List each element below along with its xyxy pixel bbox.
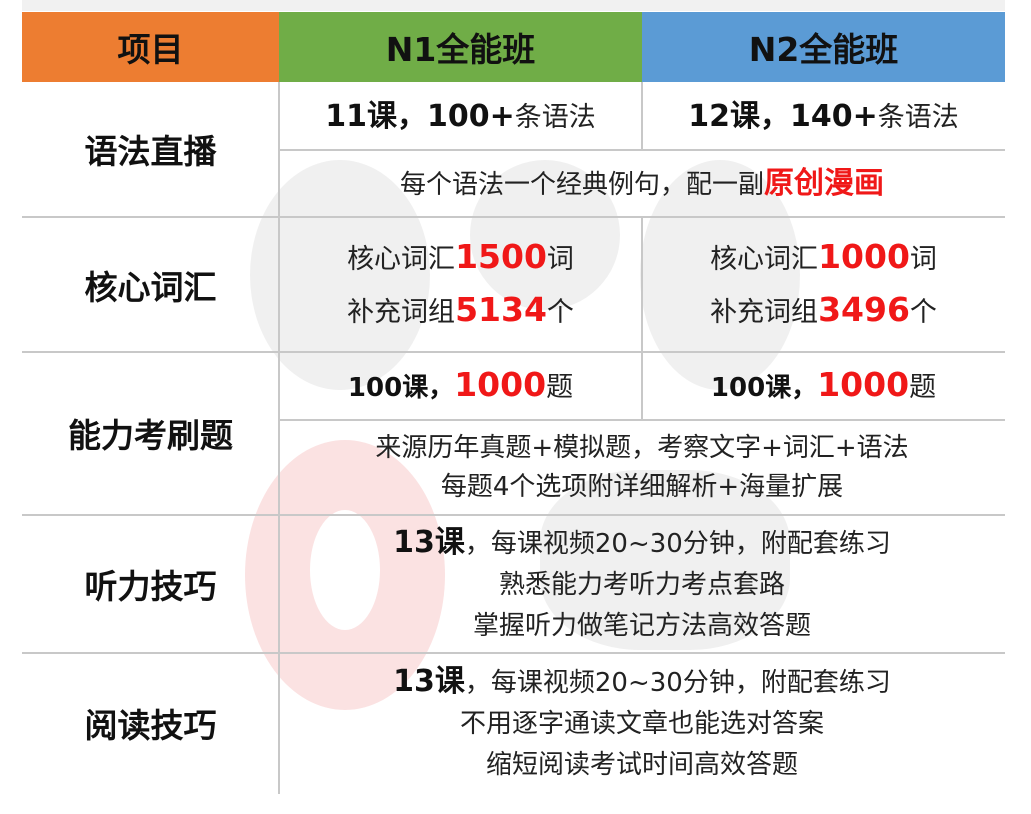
vocab-n2-extra-label: 补充词组: [710, 297, 819, 328]
drill-shared-line1: 来源历年真题+模拟题，考察文字+词汇+语法: [375, 433, 909, 463]
grammar-shared-text: 每个语法一个经典例句，配一副: [399, 169, 764, 200]
vocab-n2-core-count: 1000: [818, 237, 910, 276]
grammar-n1-unit: 条语法: [514, 101, 596, 133]
column-divider: [641, 217, 643, 420]
grammar-highlight: 原创漫画: [764, 165, 884, 201]
reading-line3: 缩短阅读考试时间高效答题: [485, 749, 798, 780]
drill-n2-lessons: 100课，: [710, 372, 818, 403]
reading-shared: 13课，每课视频20~30分钟，附配套练习 不用逐字通读文章也能选对答案 缩短阅…: [279, 653, 1005, 793]
listening-shared: 13课，每课视频20~30分钟，附配套练习 熟悉能力考听力考点套路 掌握听力做笔…: [279, 515, 1005, 653]
row-divider: [22, 351, 1005, 353]
row-label-grammar: 语法直播: [84, 132, 217, 171]
drill-n1-lessons: 100课，: [347, 372, 455, 403]
column-divider: [641, 82, 643, 150]
vocab-n1: 核心词汇1500词 补充词组5134个: [279, 218, 642, 352]
vocab-n2-extra-count: 3496: [818, 290, 910, 329]
top-strip: [22, 0, 1005, 11]
grammar-n2: 12课，140+条语法: [642, 84, 1005, 150]
vocab-n1-core-count: 1500: [455, 237, 547, 276]
grammar-n2-count: 12课，140+: [688, 98, 878, 134]
header-n2: N2全能班: [642, 12, 1005, 82]
listening-line2: 熟悉能力考听力考点套路: [498, 569, 785, 600]
vocab-n1-extra-count: 5134: [455, 290, 547, 329]
vocab-n1-extra-label: 补充词组: [347, 297, 456, 328]
row-divider: [279, 149, 1005, 151]
grammar-n1: 11课，100+条语法: [279, 84, 642, 150]
row-divider: [22, 652, 1005, 654]
drill-n1: 100课，1000题: [279, 353, 642, 419]
row-label-vocab: 核心词汇: [84, 267, 217, 307]
drill-n1-unit: 题: [546, 371, 574, 403]
drill-n2: 100课，1000题: [642, 353, 1005, 419]
reading-line1: ，每课视频20~30分钟，附配套练习: [464, 667, 891, 698]
header-n2-label: N2全能班: [748, 30, 899, 69]
drill-n2-count: 1000: [817, 364, 910, 404]
row-divider: [22, 216, 1005, 218]
grammar-shared: 每个语法一个经典例句，配一副原创漫画: [279, 151, 1005, 217]
listening-line1: ，每课视频20~30分钟，附配套练习: [464, 528, 891, 559]
row-label-reading: 阅读技巧: [84, 706, 217, 745]
vocab-n1-core-label: 核心词汇: [347, 244, 456, 275]
row-label-drill: 能力考刷题: [68, 416, 233, 455]
vocab-n2-core-label: 核心词汇: [710, 244, 819, 275]
drill-n2-unit: 题: [909, 371, 937, 403]
column-divider: [278, 82, 280, 794]
drill-n1-count: 1000: [454, 364, 547, 404]
reading-line2: 不用逐字通读文章也能选对答案: [459, 708, 824, 739]
header-n1: N1全能班: [279, 12, 642, 82]
drill-shared: 来源历年真题+模拟题，考察文字+词汇+语法 每题4个选项附详细解析+海量扩展: [279, 421, 1005, 515]
vocab-n2-core-unit: 词: [909, 244, 937, 275]
header-item: 项目: [22, 12, 279, 82]
row-divider: [279, 419, 1005, 421]
header-item-label: 项目: [117, 30, 184, 69]
reading-lessons: 13课: [393, 663, 465, 699]
row-label-listening: 听力技巧: [84, 567, 217, 606]
drill-shared-line2: 每题4个选项附详细解析+海量扩展: [440, 472, 844, 502]
listening-line3: 掌握听力做笔记方法高效答题: [472, 610, 811, 641]
vocab-n2-extra-unit: 个: [909, 297, 937, 328]
vocab-n1-extra-unit: 个: [546, 297, 574, 328]
vocab-n2: 核心词汇1000词 补充词组3496个: [642, 218, 1005, 352]
grammar-n2-unit: 条语法: [877, 101, 959, 133]
vocab-n1-core-unit: 词: [546, 244, 574, 275]
row-divider: [22, 514, 1005, 516]
header-n1-label: N1全能班: [385, 30, 536, 69]
listening-lessons: 13课: [393, 524, 465, 560]
grammar-n1-count: 11课，100+: [325, 98, 515, 134]
